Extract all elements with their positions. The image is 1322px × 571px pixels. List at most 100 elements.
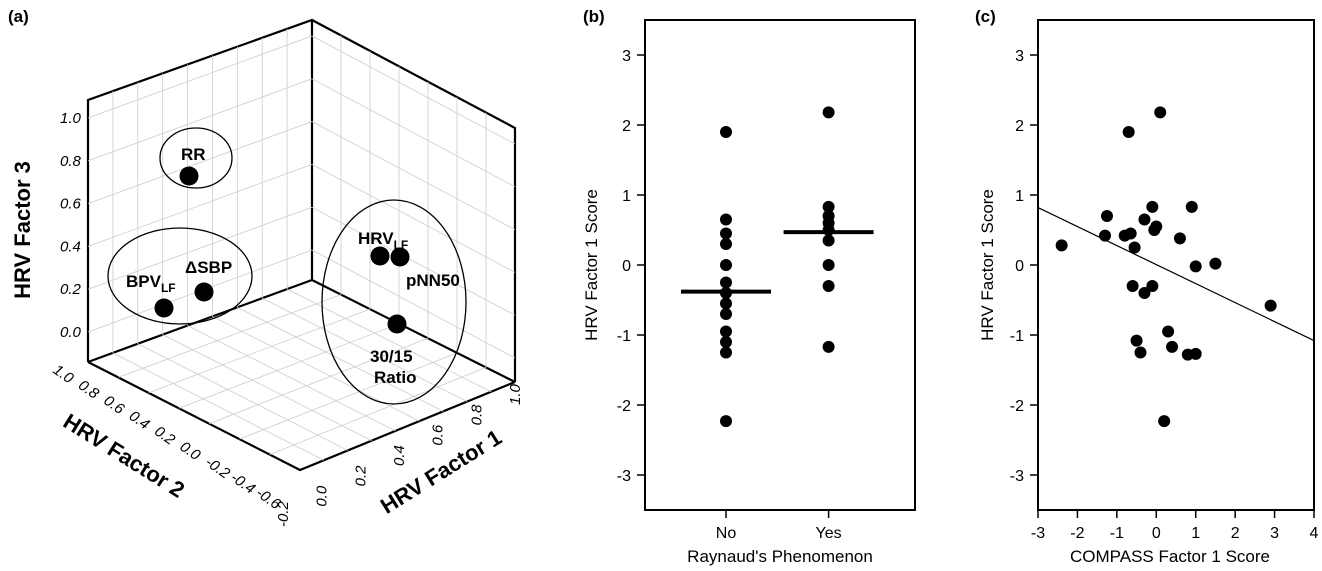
data-point-b xyxy=(822,224,835,236)
label-bpv-sub: LF xyxy=(161,281,176,295)
x-axis-title-c: COMPASS Factor 1 Score xyxy=(1070,547,1270,566)
grid-z-right xyxy=(311,35,516,145)
grid-floor-y xyxy=(112,352,325,461)
data-point-c xyxy=(1166,340,1179,353)
y-tick-label-b: -1 xyxy=(617,328,631,345)
grid-floor-x xyxy=(118,294,342,378)
data-point-c xyxy=(1122,126,1135,138)
x-tick: 1.0 xyxy=(507,383,524,405)
data-point-b xyxy=(822,106,835,119)
data-point-b xyxy=(720,259,732,271)
x-tick: 0.6 xyxy=(430,424,447,446)
data-point-c xyxy=(1138,287,1151,299)
grid-floor-y xyxy=(286,288,492,393)
grid-z-left xyxy=(87,35,313,119)
cube-floor-edge-right xyxy=(311,279,516,383)
z-tick: 0.2 xyxy=(60,281,82,298)
x-tick-label-c: 2 xyxy=(1231,525,1240,542)
points-b xyxy=(720,106,835,428)
data-point-c xyxy=(1126,280,1139,292)
label-pnn50: pNN50 xyxy=(406,271,460,290)
data-point-b xyxy=(720,238,732,250)
x-tick-label-c: -1 xyxy=(1110,525,1124,542)
z-tick: 0.6 xyxy=(60,196,82,213)
grid-floor-x xyxy=(148,308,371,394)
x-tick-label-c: 3 xyxy=(1270,525,1279,542)
data-point-c xyxy=(1209,257,1222,270)
x-axis-title-b: Raynaud's Phenomenon xyxy=(687,547,873,566)
x-tick: 0.2 xyxy=(352,465,369,487)
grid-z-left xyxy=(87,121,313,204)
x-ticks-b: No Yes xyxy=(716,510,842,542)
x-tick-label-b: No xyxy=(716,525,737,542)
y-tick-label-b: 1 xyxy=(622,188,631,205)
grid-z-right xyxy=(311,164,516,273)
label-hrv-sub: LF xyxy=(394,238,409,252)
label-3015-line1: 30/15 xyxy=(370,347,413,366)
y-tick-label-c: -1 xyxy=(1010,328,1024,345)
grid-z-left xyxy=(87,206,313,290)
data-point-c xyxy=(1264,299,1277,312)
y-tick-label-b: 3 xyxy=(622,48,631,65)
grid-floor-y xyxy=(162,334,372,442)
data-point-c xyxy=(1189,260,1202,273)
data-point-c xyxy=(1148,224,1161,236)
cube-frame xyxy=(86,18,517,472)
data-point-c xyxy=(1146,200,1159,213)
label-dsbp: ΔSBP xyxy=(185,258,232,277)
y-tick: 0.2 xyxy=(151,423,178,449)
data-point-c xyxy=(1134,346,1147,359)
y-ticks-c: -3 -2 -1 0 1 2 3 xyxy=(1010,48,1038,485)
data-point-b xyxy=(822,340,835,353)
y-tick-label-c: -3 xyxy=(1010,468,1024,485)
data-point-b xyxy=(720,308,732,320)
y-tick: 0.6 xyxy=(100,392,127,418)
grid-floor-x xyxy=(208,337,429,425)
x-tick-label-c: -3 xyxy=(1031,525,1045,542)
grid-floor-y xyxy=(187,325,396,432)
grid-z-right xyxy=(311,249,516,359)
x-tick-label-c: 4 xyxy=(1310,525,1319,542)
data-point-b xyxy=(720,336,732,348)
y-tick-label-b: -3 xyxy=(617,468,631,485)
points-c xyxy=(1055,106,1277,428)
grid-floor-x xyxy=(269,367,487,455)
data-point-c xyxy=(1099,229,1112,242)
label-hrv-lf: HRVLF xyxy=(358,229,408,252)
x-tick-label-c: 0 xyxy=(1152,525,1161,542)
y-tick-label-c: 2 xyxy=(1015,118,1024,135)
data-point-c xyxy=(1124,227,1137,240)
point-bpv-lf xyxy=(154,298,174,318)
z-axis-title: HRV Factor 3 xyxy=(10,161,35,299)
y-tick-label-c: -2 xyxy=(1010,398,1024,415)
y-tick-label-b: -2 xyxy=(617,398,631,415)
plot-frame-c xyxy=(1037,19,1315,511)
cluster-ellipse-bpv xyxy=(107,227,253,325)
data-point-b xyxy=(720,126,732,138)
z-tick: 1.0 xyxy=(60,110,82,127)
data-point-c xyxy=(1146,280,1159,292)
z-tick: 0.8 xyxy=(60,153,82,170)
x-tick: 0.8 xyxy=(468,404,485,426)
y-tick-label-b: 2 xyxy=(622,118,631,135)
z-tick: 0.0 xyxy=(60,324,82,341)
label-rr: RR xyxy=(181,145,206,164)
y-tick: 0.8 xyxy=(75,377,102,403)
y-tick: -0.4 xyxy=(227,469,258,498)
data-point-b xyxy=(720,213,732,226)
cube-gridlines xyxy=(87,28,516,461)
x-tick: 0.0 xyxy=(314,485,331,507)
data-point-b xyxy=(822,259,835,271)
data-point-c xyxy=(1101,210,1113,222)
data-point-b xyxy=(720,297,732,310)
label-3015-line2: Ratio xyxy=(374,368,417,387)
grid-z-right xyxy=(311,121,516,230)
point-hrv-lf xyxy=(370,246,390,266)
data-point-b xyxy=(720,227,732,240)
grid-z-right xyxy=(311,78,516,188)
z-tick: 0.4 xyxy=(60,238,81,255)
cube-floor-edge-left xyxy=(87,278,313,364)
x-tick-label-b: Yes xyxy=(816,525,842,542)
